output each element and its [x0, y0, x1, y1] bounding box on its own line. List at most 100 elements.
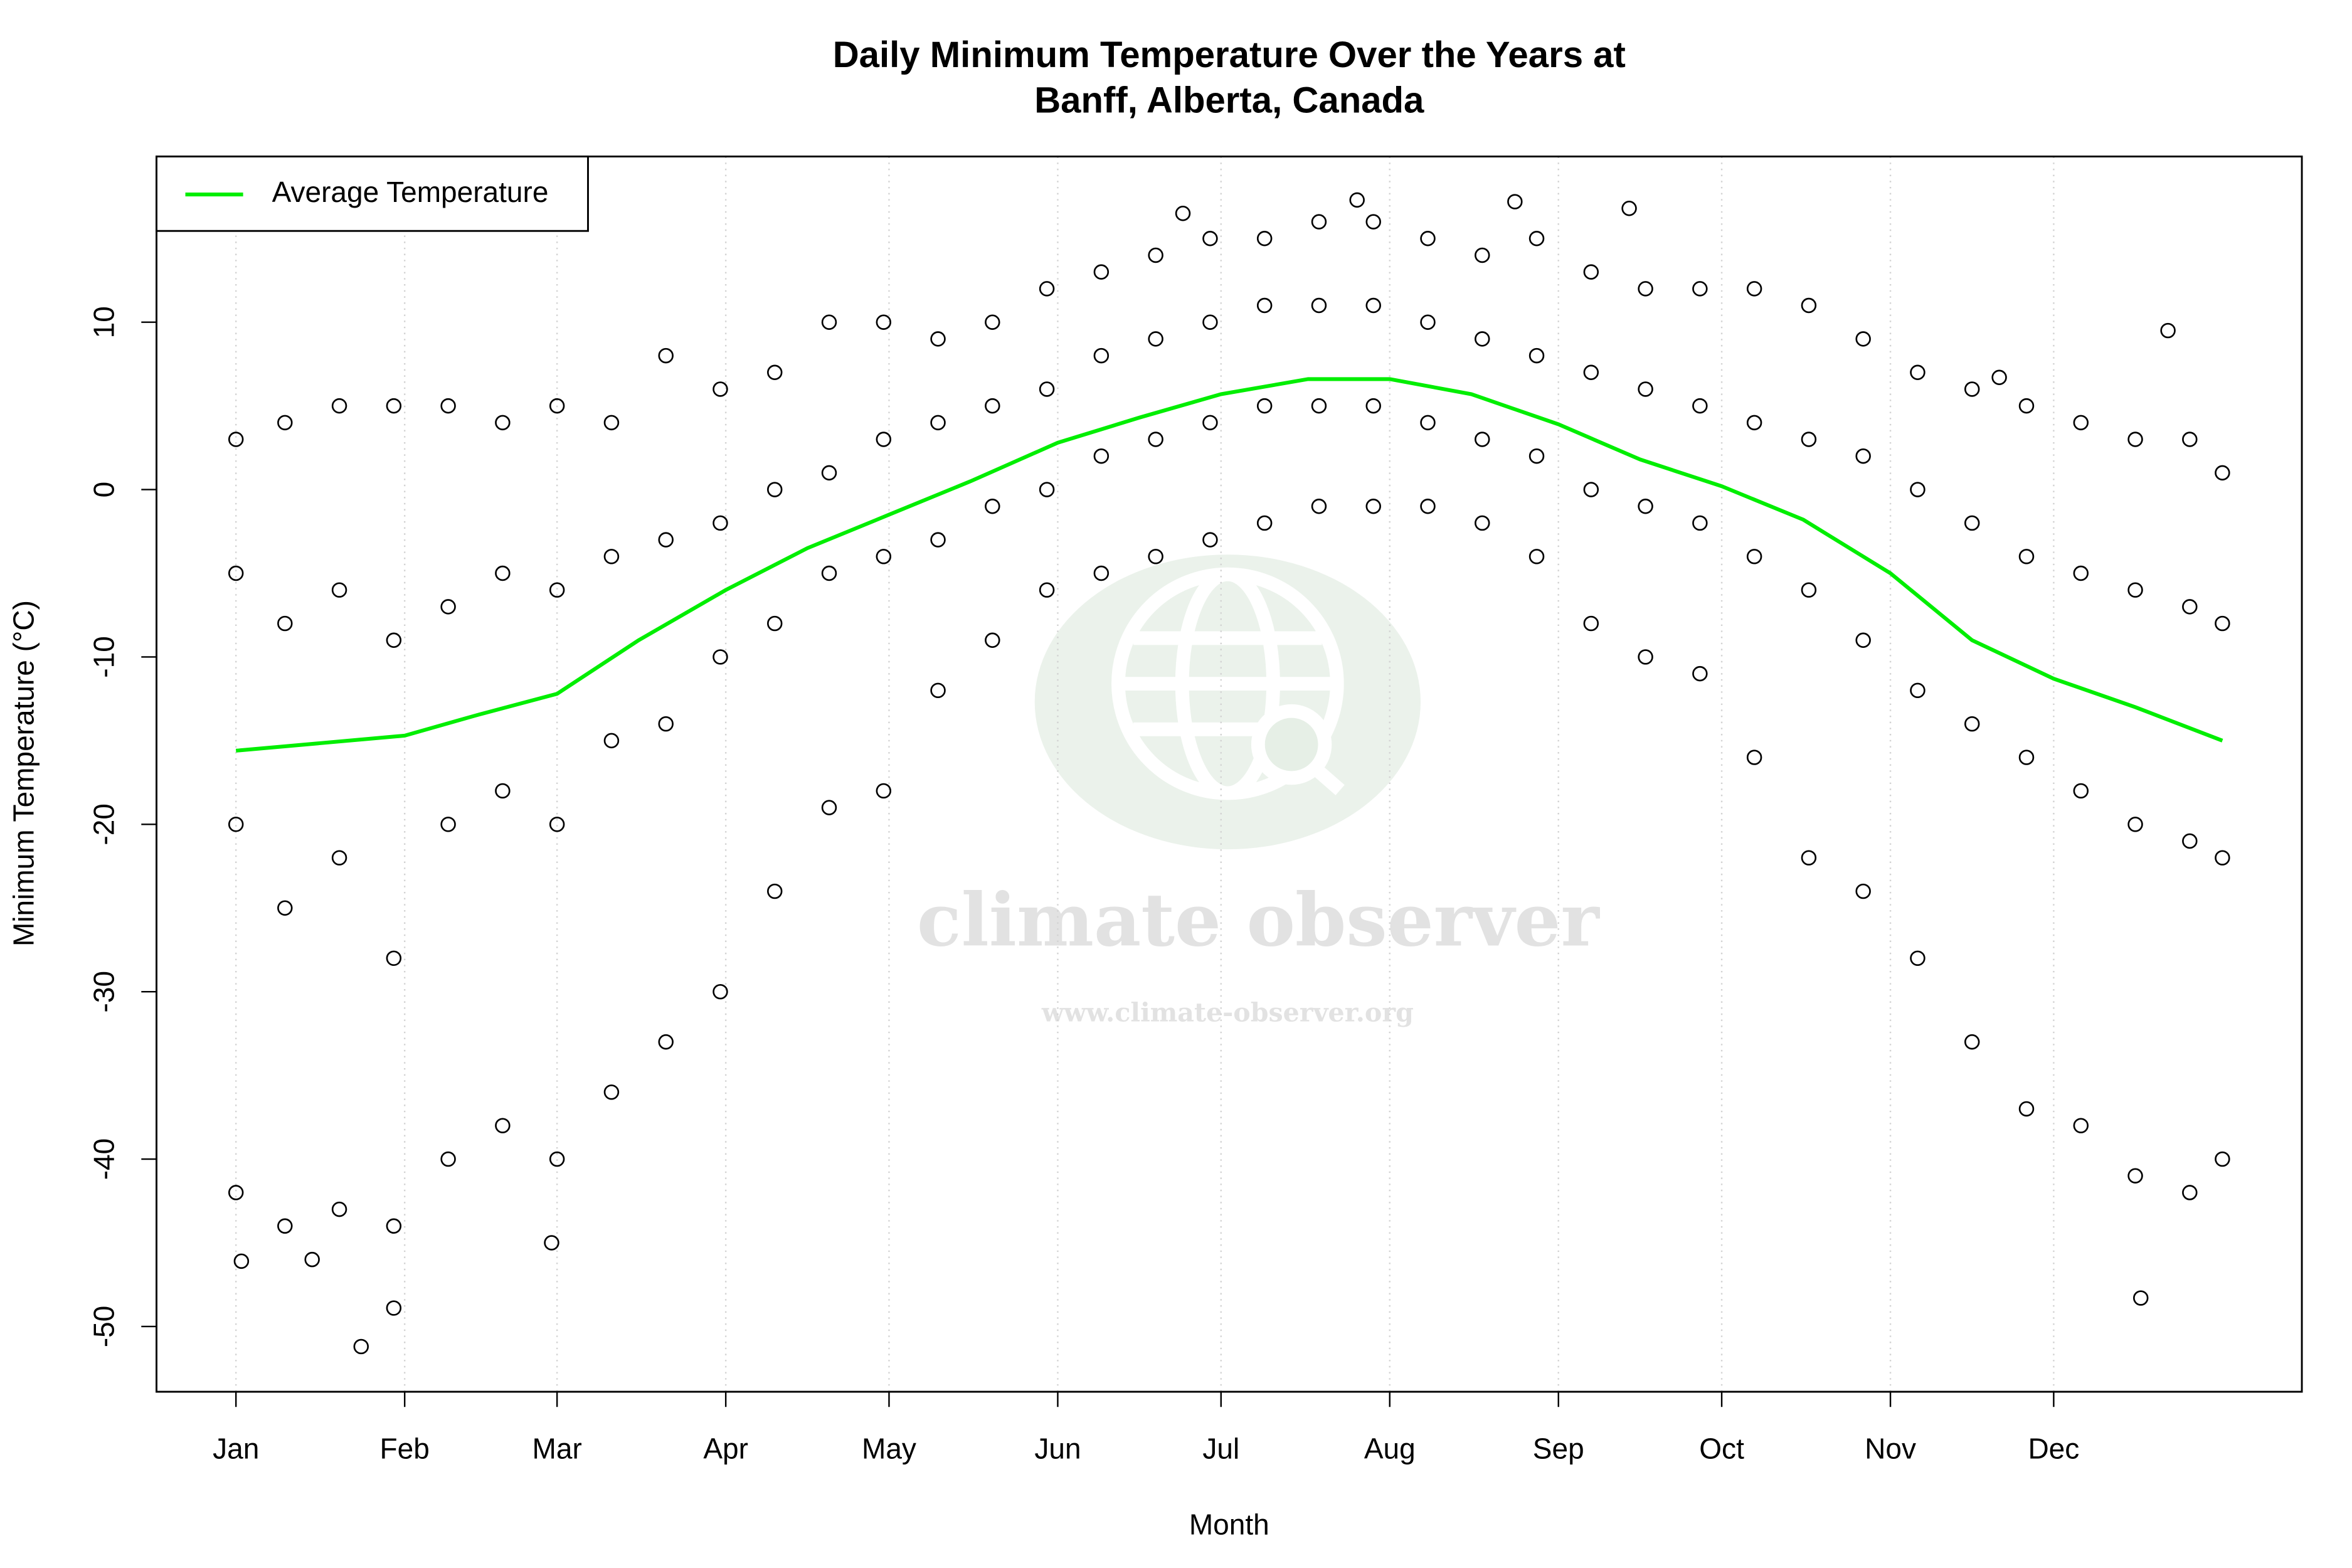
point: [1093, 565, 1110, 581]
y-tick-label: -20: [88, 803, 120, 845]
y-tick-label: -50: [88, 1306, 120, 1348]
point: [1583, 264, 1599, 280]
point: [1746, 750, 1762, 765]
point: [1583, 615, 1599, 632]
point: [930, 331, 946, 347]
point: [1256, 231, 1273, 246]
point: [767, 883, 783, 899]
x-tick-label: Jan: [213, 1433, 259, 1465]
watermark-globe: [1111, 567, 1345, 800]
point: [1475, 247, 1490, 263]
point: [1148, 247, 1163, 263]
point: [1039, 281, 1055, 297]
point: [985, 499, 1000, 514]
point: [304, 1251, 320, 1268]
point: [1148, 432, 1163, 447]
point: [1855, 632, 1871, 648]
point: [1528, 549, 1545, 564]
point: [1093, 448, 1110, 464]
point: [1475, 331, 1490, 347]
point: [549, 1151, 565, 1167]
point: [1311, 297, 1327, 314]
x-tick-label: Mar: [532, 1433, 582, 1465]
point: [1583, 482, 1599, 497]
point: [386, 632, 402, 648]
point: [1202, 415, 1218, 431]
point: [2182, 599, 2198, 615]
point: [1801, 582, 1817, 598]
x-tick-label: Jun: [1034, 1433, 1081, 1465]
point: [1420, 499, 1436, 514]
point: [1039, 381, 1055, 397]
legend-label: Average Temperature: [272, 176, 549, 208]
point: [876, 314, 892, 330]
x-tick-label: Feb: [380, 1433, 430, 1465]
point: [2215, 850, 2230, 866]
point: [1093, 347, 1110, 364]
point: [1365, 297, 1381, 314]
point: [1256, 297, 1273, 314]
point: [1365, 398, 1381, 414]
point: [712, 649, 728, 665]
point: [440, 1151, 456, 1167]
point: [1746, 415, 1762, 431]
point: [985, 314, 1000, 330]
watermark-url: www.climate-observer.org: [1041, 997, 1414, 1028]
point: [2182, 833, 2198, 849]
average-line: [235, 377, 2223, 753]
point: [331, 850, 347, 866]
point: [544, 1235, 559, 1251]
point: [1202, 532, 1218, 548]
point: [2215, 465, 2230, 481]
point: [1202, 314, 1218, 330]
point: [549, 398, 565, 414]
point: [712, 515, 728, 531]
y-tick-label: -30: [88, 971, 120, 1013]
point: [386, 1300, 402, 1316]
point: [2018, 549, 2035, 564]
point: [1910, 364, 1926, 381]
point: [233, 1253, 250, 1269]
point: [1692, 281, 1708, 297]
point: [821, 314, 837, 330]
x-tick-label: Dec: [2028, 1433, 2079, 1465]
point: [1964, 515, 1980, 531]
point: [1256, 398, 1273, 414]
point: [2132, 1290, 2149, 1306]
point: [1583, 364, 1599, 381]
point: [2073, 1118, 2089, 1133]
x-tick-label: Nov: [1865, 1433, 1916, 1465]
point: [1093, 264, 1110, 280]
watermark-title: climate observer: [917, 878, 1601, 963]
point: [277, 900, 293, 916]
point: [277, 615, 293, 632]
point: [1746, 549, 1762, 564]
point: [1692, 515, 1708, 531]
point: [2215, 1151, 2230, 1167]
point: [603, 415, 620, 431]
point: [1855, 448, 1871, 464]
x-tick-label: May: [862, 1433, 916, 1465]
point: [228, 432, 244, 447]
point: [277, 415, 293, 431]
x-tick-label: Sep: [1533, 1433, 1584, 1465]
point: [2127, 1168, 2143, 1184]
point: [549, 817, 565, 832]
point: [1801, 850, 1817, 866]
point: [549, 582, 565, 598]
x-tick-label: Jul: [1202, 1433, 1239, 1465]
point: [1855, 331, 1871, 347]
point: [386, 950, 402, 967]
x-tick-label: Apr: [703, 1433, 748, 1465]
point: [603, 549, 620, 564]
point: [440, 398, 456, 414]
point: [767, 615, 783, 632]
chart-title: Daily Minimum Temperature Over the Years…: [833, 34, 1626, 121]
plot-frame: [156, 156, 2303, 1393]
point: [1638, 499, 1653, 514]
point: [1175, 206, 1191, 221]
point: [603, 1084, 620, 1100]
point: [331, 1201, 347, 1217]
point: [2018, 398, 2035, 414]
